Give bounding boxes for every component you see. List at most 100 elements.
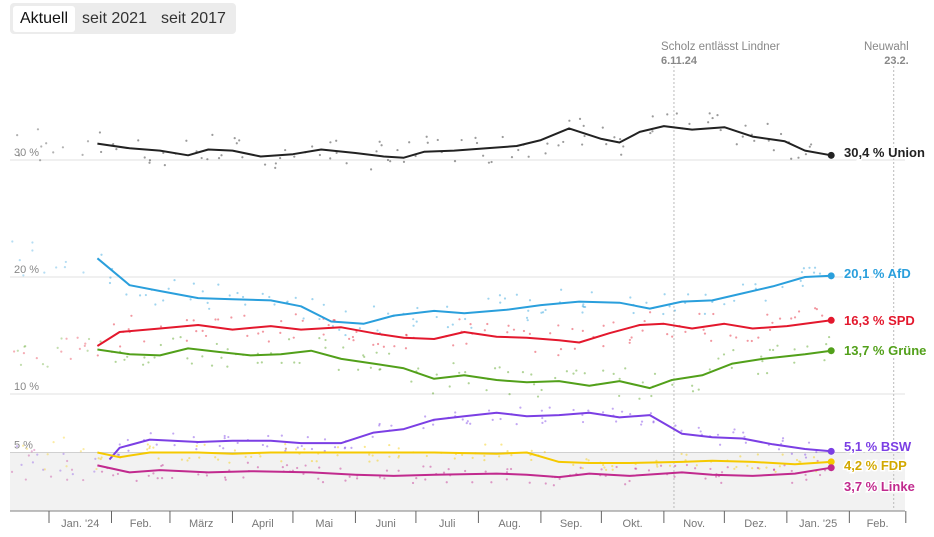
poll-dot [581, 413, 584, 416]
poll-dot [582, 305, 585, 309]
poll-dot [66, 478, 69, 481]
poll-dot [18, 259, 21, 262]
poll-dot [549, 332, 552, 335]
poll-dot [774, 470, 777, 473]
poll-dot [671, 335, 674, 338]
poll-dot [24, 344, 27, 348]
poll-dot [656, 465, 659, 468]
poll-dot [783, 464, 786, 467]
poll-dot [804, 153, 808, 156]
poll-dot [201, 290, 204, 293]
poll-dot [112, 142, 115, 146]
poll-dot [746, 339, 749, 342]
poll-dot [464, 370, 467, 374]
poll-dot [581, 143, 584, 146]
poll-dot [241, 295, 245, 299]
poll-dot [585, 458, 588, 461]
poll-dot [408, 141, 411, 144]
poll-dot [505, 471, 509, 474]
poll-dot [600, 468, 603, 471]
poll-dot [222, 447, 225, 450]
poll-dot [557, 354, 560, 357]
poll-dot [18, 154, 21, 157]
month-label: Feb. [867, 518, 889, 530]
poll-dot [348, 475, 351, 478]
poll-dot [685, 453, 688, 456]
poll-dot [376, 459, 379, 462]
poll-dot [498, 294, 502, 297]
poll-dot [84, 342, 87, 345]
poll-dot [666, 113, 669, 116]
poll-dot [301, 319, 304, 322]
poll-dot [662, 312, 665, 316]
poll-dot [475, 141, 479, 145]
poll-dot [483, 459, 486, 462]
poll-dot [778, 465, 781, 468]
poll-dot [402, 160, 406, 163]
poll-dot [651, 130, 654, 133]
poll-dot [223, 434, 226, 438]
poll-dot [517, 148, 520, 152]
poll-dot [512, 328, 516, 331]
poll-dot [540, 409, 543, 412]
poll-dot [86, 140, 90, 143]
poll-dot [410, 380, 413, 383]
poll-dot [173, 279, 176, 282]
poll-dot [777, 448, 781, 451]
y-tick-label: 5 % [14, 440, 33, 452]
poll-dot [185, 339, 188, 342]
poll-dot [741, 135, 744, 138]
poll-dot [223, 437, 226, 440]
poll-dot [498, 366, 501, 369]
tab-aktuell[interactable]: Aktuell [13, 5, 76, 32]
poll-dot [233, 137, 236, 140]
poll-dot [27, 454, 30, 457]
poll-dot [236, 291, 239, 295]
poll-dot [620, 153, 623, 156]
poll-dot [112, 474, 115, 477]
event-title: Scholz entlässt Lindner [661, 41, 780, 53]
poll-dot [540, 311, 543, 314]
poll-dot [115, 147, 118, 151]
poll-dot [651, 115, 654, 118]
poll-dot [528, 332, 531, 335]
poll-dot [236, 441, 239, 445]
poll-dot [224, 478, 227, 481]
poll-dot [498, 455, 501, 458]
month-label: Sep. [560, 518, 583, 530]
poll-dot [126, 355, 129, 358]
poll-dot [719, 128, 722, 132]
poll-dot [572, 372, 575, 375]
poll-dot [711, 116, 714, 120]
poll-dot [768, 348, 771, 351]
poll-dot [206, 158, 209, 161]
poll-dot [815, 450, 818, 454]
poll-dot [435, 315, 438, 319]
poll-dot [127, 328, 130, 331]
poll-dot [156, 477, 159, 480]
poll-dot [793, 316, 797, 319]
poll-dot [552, 484, 555, 487]
poll-dot [357, 368, 360, 371]
poll-dot [306, 436, 309, 439]
trend-line-union [97, 125, 832, 159]
poll-dot [146, 443, 149, 446]
poll-dot [118, 443, 121, 446]
poll-dot [767, 139, 770, 142]
poll-dot [217, 283, 220, 286]
poll-dot [691, 384, 694, 387]
poll-dot [152, 446, 155, 449]
poll-dot [733, 428, 736, 431]
poll-dot [116, 453, 119, 456]
poll-dot [195, 330, 198, 333]
poll-dot [94, 457, 97, 460]
poll-dot [351, 335, 355, 339]
poll-dot [760, 355, 763, 358]
tab-seit-2021[interactable]: seit 2021 [82, 9, 147, 27]
poll-dot [618, 394, 621, 398]
poll-dot [171, 476, 174, 480]
poll-dot [452, 362, 455, 365]
poll-dot [647, 469, 651, 472]
tab-seit-2017[interactable]: seit 2017 [160, 9, 226, 27]
poll-dot [412, 318, 415, 321]
